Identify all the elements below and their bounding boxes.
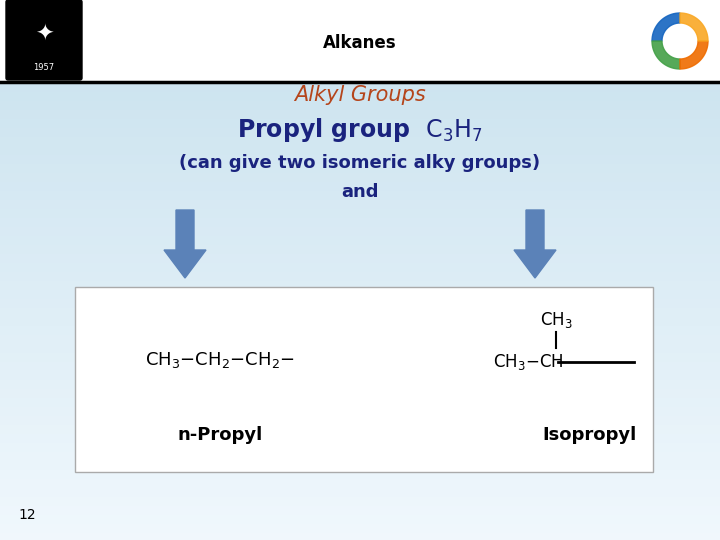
Bar	[0, 0, 720, 9]
Text: $\mathrm{CH_3{-}CH_2{-}CH_2{-}}$: $\mathrm{CH_3{-}CH_2{-}CH_2{-}}$	[145, 350, 295, 370]
Bar	[0, 80, 720, 90]
Bar	[0, 89, 720, 99]
Bar	[0, 449, 720, 459]
Bar	[0, 98, 720, 108]
Text: and: and	[341, 183, 379, 201]
Bar	[0, 296, 720, 306]
Bar	[0, 233, 720, 243]
Text: 1957: 1957	[33, 64, 55, 72]
Bar	[0, 269, 720, 279]
Bar	[0, 152, 720, 162]
Text: Alkanes: Alkanes	[323, 34, 397, 52]
Bar	[0, 341, 720, 351]
Bar	[0, 485, 720, 495]
Bar	[0, 260, 720, 270]
Bar	[0, 368, 720, 378]
Text: 12: 12	[18, 508, 35, 522]
Bar	[0, 8, 720, 18]
Bar	[0, 116, 720, 126]
Text: ✦: ✦	[35, 25, 53, 45]
Bar	[0, 323, 720, 333]
Bar	[0, 107, 720, 117]
Bar	[0, 215, 720, 225]
Bar	[0, 53, 720, 63]
Bar	[0, 476, 720, 486]
Bar	[0, 161, 720, 171]
Bar	[0, 422, 720, 432]
Text: Propyl group  $\mathrm{C_3H_7}$: Propyl group $\mathrm{C_3H_7}$	[237, 116, 483, 144]
Bar	[0, 395, 720, 405]
Bar	[0, 512, 720, 522]
Bar	[0, 17, 720, 27]
Bar	[0, 503, 720, 513]
Bar	[0, 278, 720, 288]
Text: n-Propyl: n-Propyl	[177, 426, 263, 444]
Text: $\mathrm{CH_3{-}CH}$: $\mathrm{CH_3{-}CH}$	[492, 352, 563, 372]
Text: Isopropyl: Isopropyl	[543, 426, 637, 444]
Bar	[0, 179, 720, 189]
Bar	[0, 251, 720, 261]
FancyArrow shape	[164, 210, 206, 278]
Bar	[0, 242, 720, 252]
Polygon shape	[652, 13, 680, 41]
Bar	[0, 134, 720, 144]
Bar	[0, 530, 720, 540]
Bar	[0, 494, 720, 504]
FancyBboxPatch shape	[6, 0, 82, 80]
Bar	[0, 467, 720, 477]
Bar	[0, 44, 720, 54]
FancyArrow shape	[514, 210, 556, 278]
Bar	[0, 350, 720, 360]
Bar	[0, 440, 720, 450]
Bar	[0, 224, 720, 234]
Polygon shape	[680, 41, 708, 69]
Bar	[0, 404, 720, 414]
Bar	[0, 197, 720, 207]
Bar	[75, 287, 653, 472]
Bar	[0, 125, 720, 135]
Bar	[0, 332, 720, 342]
Bar	[0, 143, 720, 153]
Bar	[0, 386, 720, 396]
Bar	[0, 62, 720, 72]
Text: (can give two isomeric alky groups): (can give two isomeric alky groups)	[179, 154, 541, 172]
Bar	[0, 359, 720, 369]
Bar	[0, 206, 720, 216]
Bar	[0, 305, 720, 315]
Bar	[0, 26, 720, 36]
Polygon shape	[652, 41, 680, 69]
Bar	[0, 458, 720, 468]
Bar	[0, 188, 720, 198]
Bar	[0, 287, 720, 297]
Text: $\mathrm{CH_3}$: $\mathrm{CH_3}$	[539, 310, 572, 330]
Bar	[0, 0, 720, 82]
Bar	[0, 431, 720, 441]
Bar	[0, 521, 720, 531]
Bar	[0, 314, 720, 324]
Bar	[0, 170, 720, 180]
Bar	[0, 35, 720, 45]
Bar	[0, 413, 720, 423]
Bar	[0, 377, 720, 387]
Polygon shape	[680, 13, 708, 41]
Text: Alkyl Groups: Alkyl Groups	[294, 85, 426, 105]
Bar	[0, 71, 720, 81]
